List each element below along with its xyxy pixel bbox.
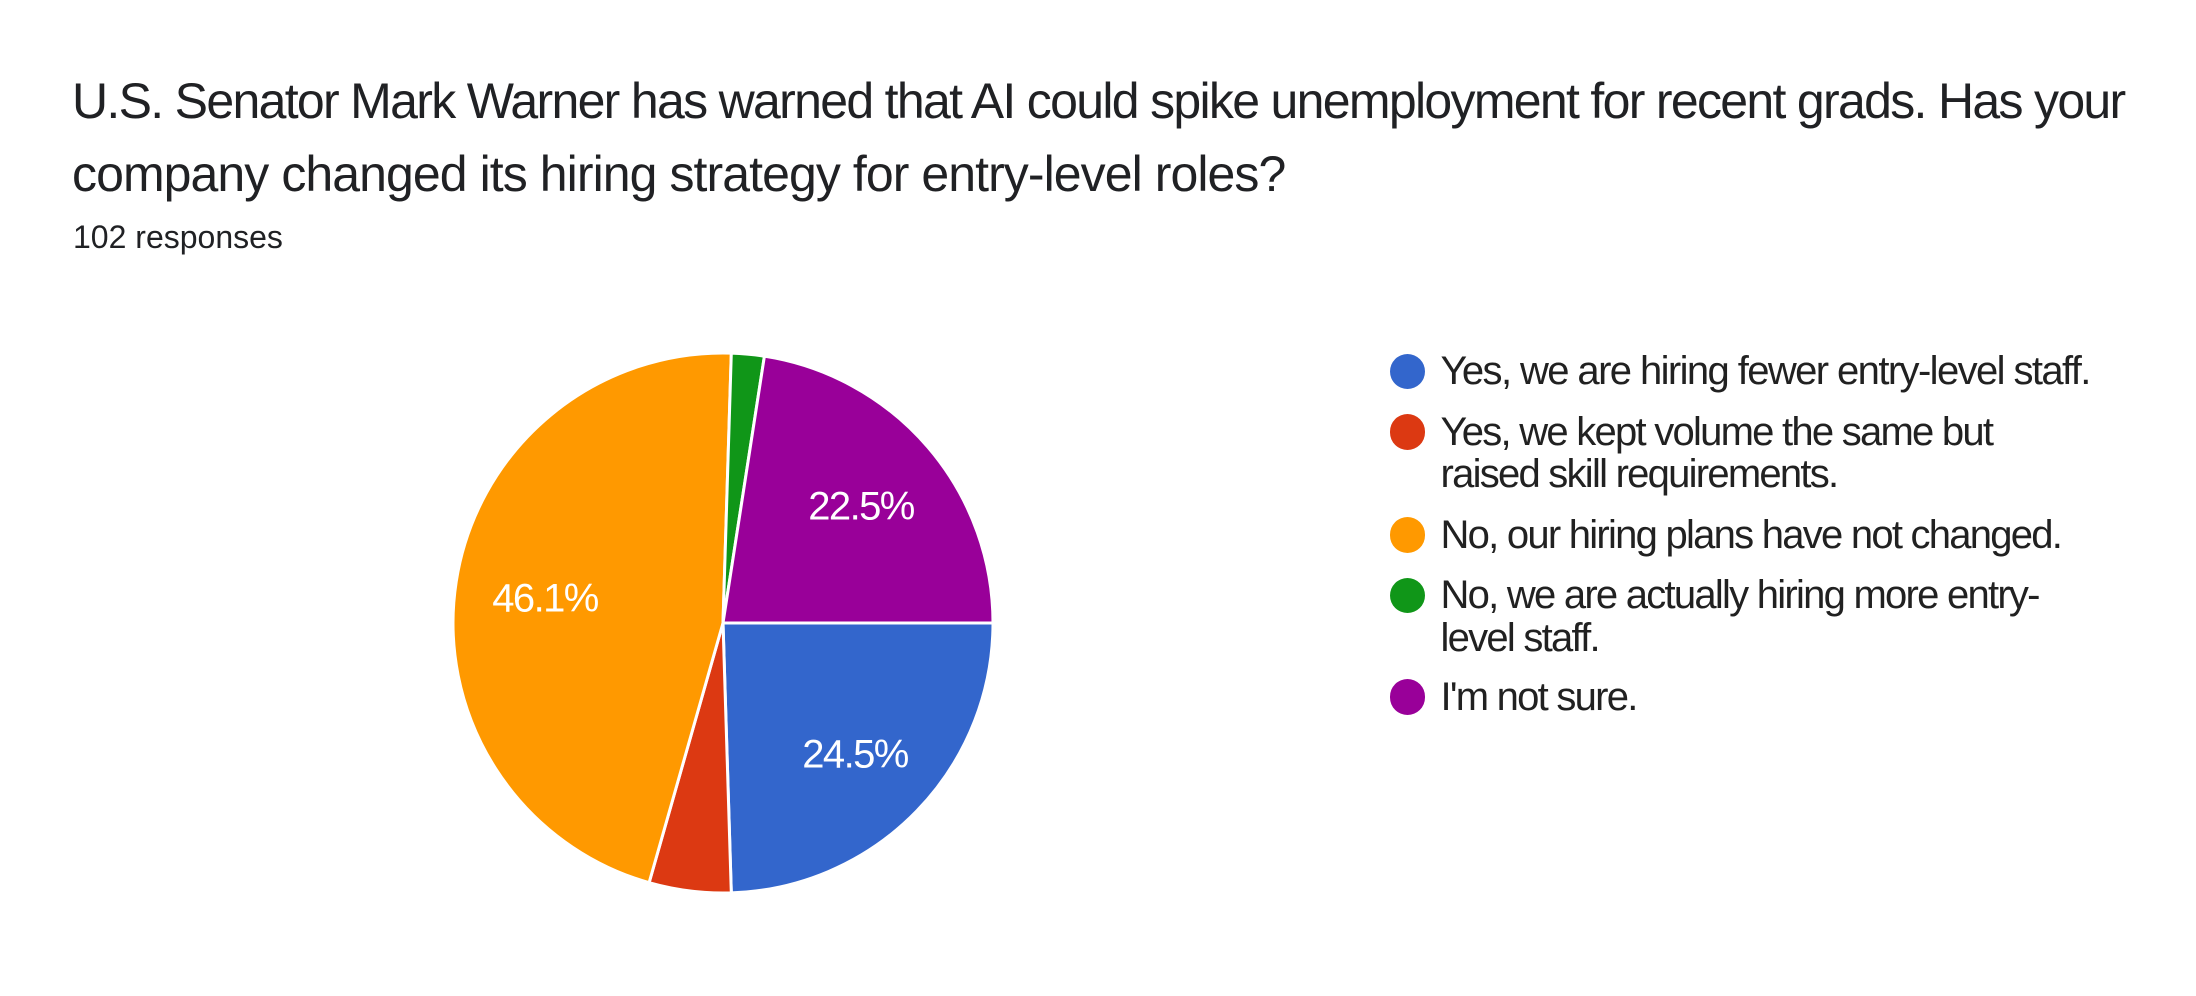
svg-text:46.1%: 46.1% (492, 577, 598, 621)
svg-text:24.5%: 24.5% (802, 733, 908, 777)
svg-text:22.5%: 22.5% (808, 485, 914, 529)
